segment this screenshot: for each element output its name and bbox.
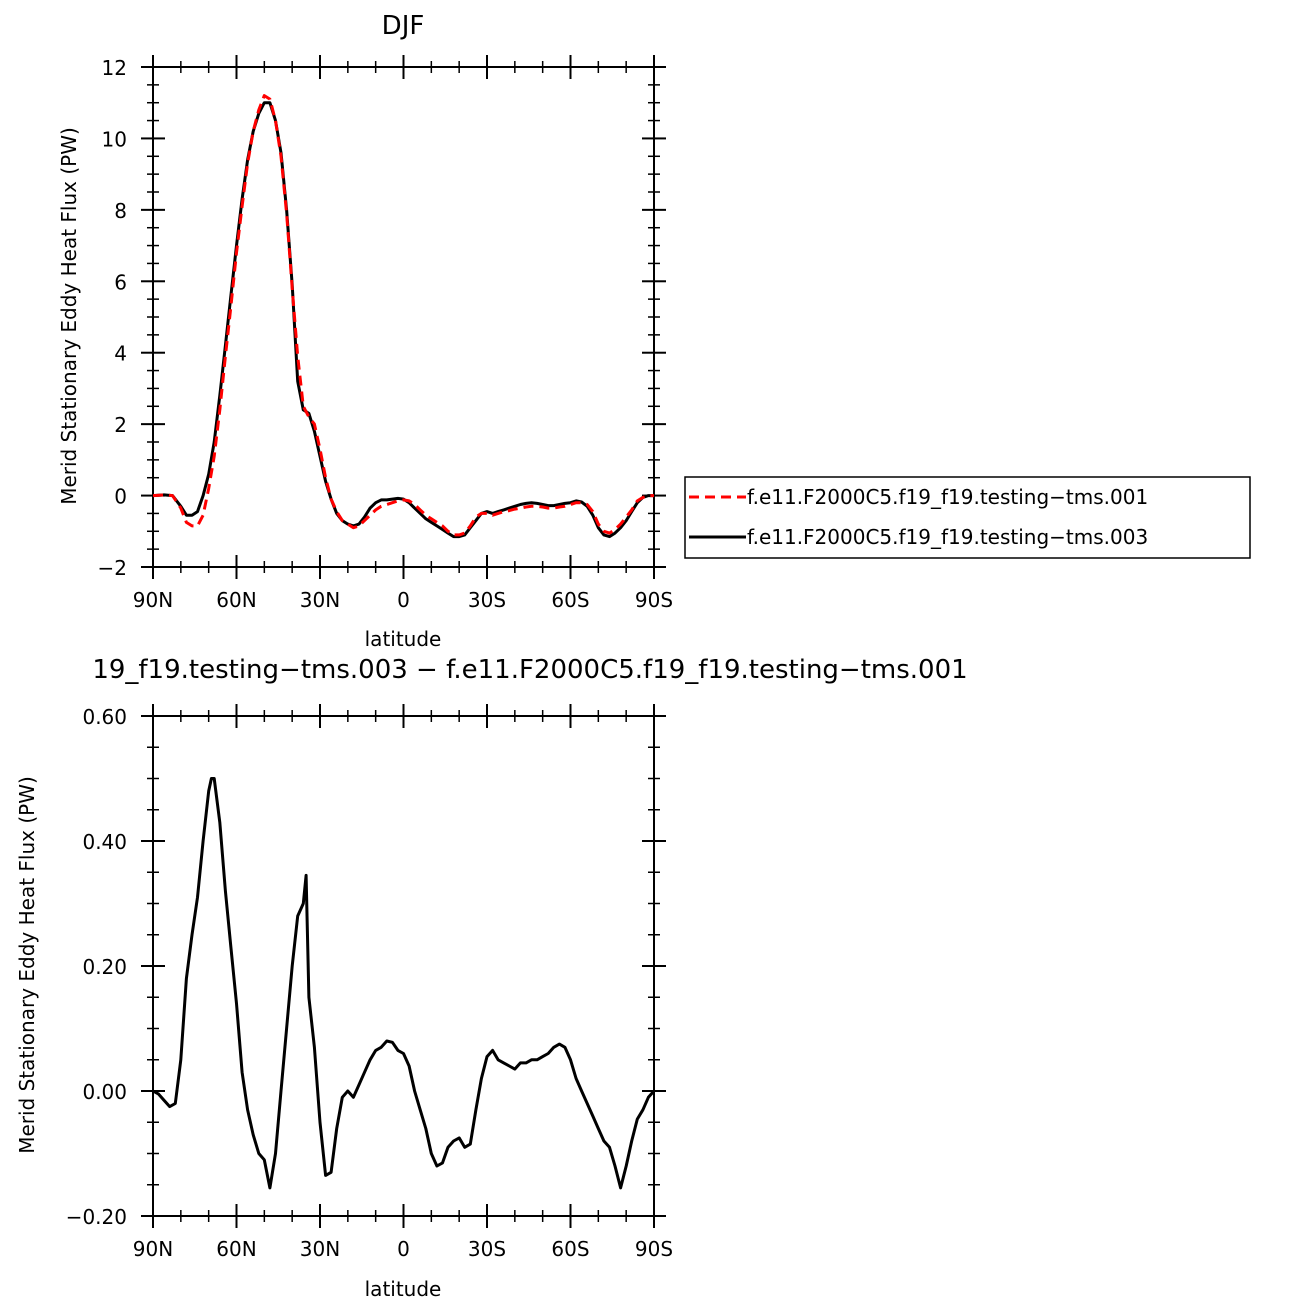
top-xtick-label: 90S — [635, 588, 673, 612]
top-xtick-label: 60N — [216, 588, 256, 612]
top-ytick-label: 8 — [114, 199, 127, 223]
top-ytick-label: 6 — [114, 270, 127, 294]
legend: f.e11.F2000C5.f19_f19.testing−tms.001 f.… — [684, 476, 1251, 559]
bottom-xtick-label: 30N — [300, 1237, 340, 1261]
bottom-chart-ylabel: Merid Stationary Eddy Heat Flux (PW) — [15, 776, 39, 1154]
top-xtick-label: 0 — [397, 588, 410, 612]
bottom-chart-plot: 90N 60N 30N 0 30S 60S 90S −0.20 0.00 0.20 0.40 0.60 — [66, 704, 673, 1261]
top-chart-plot: 90N 60N 30N 0 30S 60S 90S −2 0 2 4 6 8 10 12 — [98, 55, 673, 612]
bottom-plot-frame — [152, 715, 655, 1217]
bottom-ytick-label: 0.60 — [82, 705, 127, 729]
top-xtick-label: 30N — [300, 588, 340, 612]
bottom-xtick-label: 90S — [635, 1237, 673, 1261]
bottom-ytick-label: 0.00 — [82, 1080, 127, 1104]
bottom-xtick-label: 30S — [468, 1237, 506, 1261]
bottom-xtick-label: 0 — [397, 1237, 410, 1261]
bottom-chart-xlabel: latitude — [365, 1277, 442, 1301]
bottom-ytick-label: 0.20 — [82, 955, 127, 979]
top-ytick-label: 10 — [102, 127, 127, 151]
legend-label-series-a: f.e11.F2000C5.f19_f19.testing−tms.001 — [747, 485, 1148, 509]
top-ytick-label: 4 — [114, 342, 127, 366]
bottom-series-line-0 — [152, 777, 656, 1190]
top-xtick-label: 60S — [551, 588, 589, 612]
bottom-chart: 19_f19.testing−tms.003 − f.e11.F2000C5.f… — [15, 655, 968, 1301]
bottom-xtick-label: 90N — [133, 1237, 173, 1261]
legend-box — [684, 476, 1251, 559]
bottom-chart-title: 19_f19.testing−tms.003 − f.e11.F2000C5.f… — [92, 655, 967, 685]
top-xtick-label: 30S — [468, 588, 506, 612]
legend-label-series-b: f.e11.F2000C5.f19_f19.testing−tms.003 — [747, 525, 1148, 549]
top-ytick-label: 0 — [114, 485, 127, 509]
top-chart-title: DJF — [382, 11, 425, 41]
bottom-xtick-label: 60N — [216, 1237, 256, 1261]
bottom-xtick-label: 60S — [551, 1237, 589, 1261]
top-series-line-0 — [152, 94, 654, 537]
top-series-line-1 — [152, 101, 654, 539]
bottom-ytick-label: 0.40 — [82, 830, 127, 854]
top-ytick-label: 12 — [102, 56, 127, 80]
top-chart-ylabel: Merid Stationary Eddy Heat Flux (PW) — [57, 127, 81, 505]
top-xtick-label: 90N — [133, 588, 173, 612]
top-ytick-label: 2 — [114, 413, 127, 437]
top-chart-xlabel: latitude — [365, 627, 442, 651]
bottom-ytick-label: −0.20 — [66, 1205, 127, 1229]
top-chart: DJF 90N 60N 30N 0 30S 60S 90S −2 0 2 4 6 8 10 12 latit… — [57, 11, 673, 651]
top-ytick-label: −2 — [98, 556, 127, 580]
